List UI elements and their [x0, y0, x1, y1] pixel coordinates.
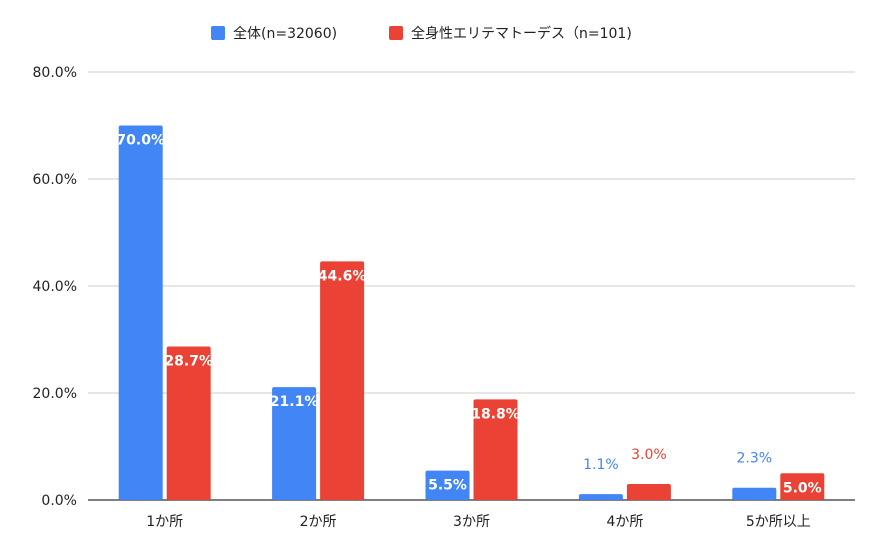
x-tick-label: 4か所	[606, 514, 643, 530]
bar	[166, 346, 211, 500]
legend-swatch	[389, 26, 403, 40]
y-tick-label: 80.0%	[33, 65, 77, 81]
data-label: 70.0%	[116, 133, 165, 149]
y-axis-ticks: 0.0% 20.0% 40.0% 60.0% 80.0%	[33, 65, 77, 509]
gridlines	[88, 71, 855, 501]
y-tick-label: 0.0%	[41, 493, 77, 509]
bar	[473, 399, 518, 500]
bar	[780, 473, 825, 500]
bar	[578, 494, 623, 500]
x-tick-label: 5か所以上	[746, 514, 811, 530]
y-tick-label: 40.0%	[33, 279, 77, 295]
x-tick-label: 2か所	[300, 514, 337, 530]
data-label: 44.6%	[318, 268, 367, 284]
x-tick-label: 1か所	[146, 514, 183, 530]
legend-label: 全身性エリテマトーデス（n=101)	[411, 25, 632, 42]
data-labels: 70.0% 28.7% 21.1% 44.6% 5.5% 18.8% 1.1% 3.0% 2.3…	[116, 133, 821, 497]
data-label: 1.1%	[583, 457, 619, 473]
legend-label: 全体(n=32060)	[233, 25, 337, 42]
legend-swatch	[211, 26, 225, 40]
data-label: 3.0%	[631, 447, 667, 463]
x-tick-label: 3か所	[453, 514, 490, 530]
bar	[732, 487, 777, 500]
bars	[118, 125, 825, 500]
bar	[118, 125, 163, 500]
bar	[320, 261, 365, 500]
bar	[626, 483, 671, 500]
data-label: 2.3%	[737, 451, 773, 467]
y-tick-label: 20.0%	[33, 386, 77, 402]
data-label: 5.5%	[428, 478, 467, 494]
data-label: 18.8%	[471, 406, 520, 422]
bar	[425, 470, 470, 500]
data-label: 28.7%	[164, 353, 213, 369]
data-label: 5.0%	[783, 480, 822, 496]
y-tick-label: 60.0%	[33, 172, 77, 188]
data-label: 21.1%	[270, 394, 319, 410]
legend: 全体(n=32060) 全身性エリテマトーデス（n=101)	[211, 25, 632, 42]
x-axis-ticks: 1か所 2か所 3か所 4か所 5か所以上	[146, 514, 811, 530]
bar	[272, 387, 317, 500]
